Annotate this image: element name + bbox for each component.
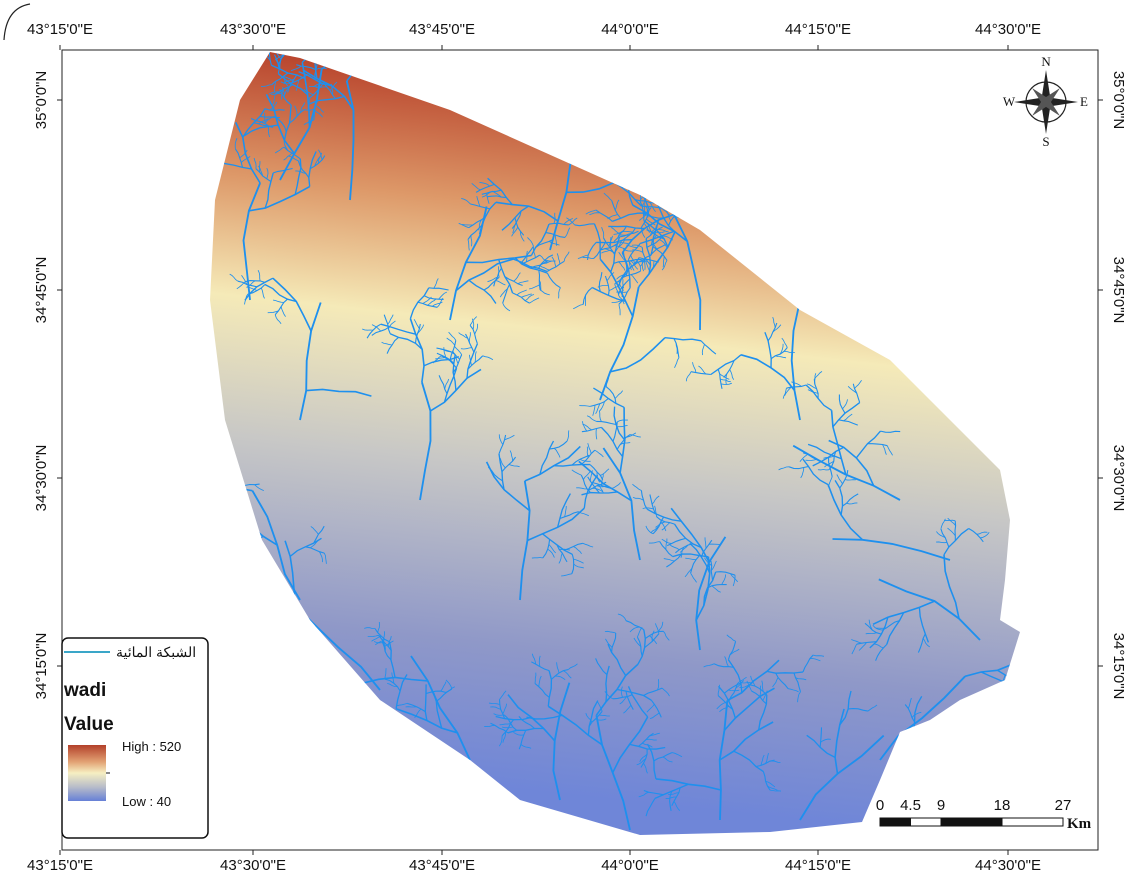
- compass-n: N: [1041, 54, 1051, 69]
- stream: [318, 25, 322, 35]
- stream: [944, 520, 955, 521]
- stream: [373, 3, 376, 14]
- stream: [396, 5, 407, 7]
- stream: [381, 0, 382, 6]
- stream: [845, 480, 856, 481]
- stream: [410, 2, 426, 14]
- stream: [312, 29, 320, 36]
- stream: [955, 521, 956, 541]
- scale-label: 0: [876, 797, 884, 814]
- stream: [310, 28, 314, 38]
- longitude-label-top: 44°15'0"E: [785, 21, 851, 38]
- legend-network: الشبكة المائية: [116, 644, 196, 660]
- scale-label: 9: [937, 797, 945, 814]
- compass-e: E: [1080, 94, 1088, 109]
- longitude-label-bottom: 44°30'0"E: [975, 857, 1041, 874]
- longitude-label-bottom: 43°30'0"E: [220, 857, 286, 874]
- scale-segment: [941, 818, 1002, 826]
- stream: [373, 2, 385, 18]
- stream: [369, 0, 373, 27]
- stream: [322, 28, 325, 38]
- latitude-label-left: 34°45'0"N: [33, 257, 50, 324]
- latitude-label-right: 34°30'0"N: [1110, 445, 1127, 512]
- stream: [375, 15, 410, 22]
- legend-low: Low : 40: [122, 794, 171, 809]
- legend-field: Value: [64, 714, 114, 735]
- latitude-label-right: 35°0'0"N: [1110, 71, 1127, 129]
- stream: [344, 45, 354, 49]
- longitude-label-bottom: 44°0'0"E: [601, 857, 659, 874]
- legend-ramp: [68, 745, 106, 801]
- map-page: 43°15'0"E 43°15'0"E 43°30'0"E 43°30'0"E 43°4…: [0, 0, 1128, 882]
- stream: [312, 27, 324, 43]
- stream: [330, 33, 346, 44]
- stream: [407, 2, 413, 11]
- scale-label: 18: [994, 797, 1011, 814]
- scale-segment: [911, 818, 942, 826]
- longitude-label-top: 43°45'0"E: [409, 21, 475, 38]
- legend: الشبكة المائية wadi Value High : 520 Low…: [62, 638, 208, 838]
- stream: [324, 47, 344, 50]
- longitude-label-top: 43°15'0"E: [27, 21, 93, 38]
- stream: [328, 26, 335, 34]
- stream: [532, 558, 543, 559]
- stream: [386, 2, 390, 12]
- scale-segment: [1002, 818, 1063, 826]
- compass-s: S: [1042, 134, 1049, 149]
- stream: [260, 161, 261, 172]
- stream: [265, 113, 266, 124]
- stream: [321, 26, 341, 29]
- longitude-label-top: 44°0'0"E: [601, 21, 659, 38]
- legend-high: High : 520: [122, 739, 181, 754]
- scale-segment: [880, 818, 911, 826]
- longitude-label-bottom: 43°45'0"E: [409, 857, 475, 874]
- latitude-label-right: 34°45'0"N: [1110, 257, 1127, 324]
- stream: [340, 26, 364, 53]
- latitude-label-left: 34°15'0"N: [33, 633, 50, 700]
- latitude-label-right: 34°15'0"N: [1110, 633, 1127, 700]
- stream: [360, 48, 371, 50]
- stream: [400, 26, 402, 37]
- legend-layer: wadi: [63, 680, 106, 701]
- scale-label: 4.5: [900, 797, 921, 814]
- compass-w: W: [1003, 94, 1016, 109]
- longitude-label-bottom: 44°15'0"E: [785, 857, 851, 874]
- latitude-label-left: 34°30'0"N: [33, 445, 50, 512]
- longitude-label-top: 44°30'0"E: [975, 21, 1041, 38]
- latitude-label-left: 35°0'0"N: [33, 71, 50, 129]
- longitude-label-bottom: 43°15'0"E: [27, 857, 93, 874]
- stream: [319, 43, 330, 44]
- scale-label: 27: [1055, 797, 1072, 814]
- longitude-label-top: 43°30'0"E: [220, 21, 286, 38]
- stream: [384, 5, 396, 21]
- scale-unit: Km: [1067, 816, 1092, 832]
